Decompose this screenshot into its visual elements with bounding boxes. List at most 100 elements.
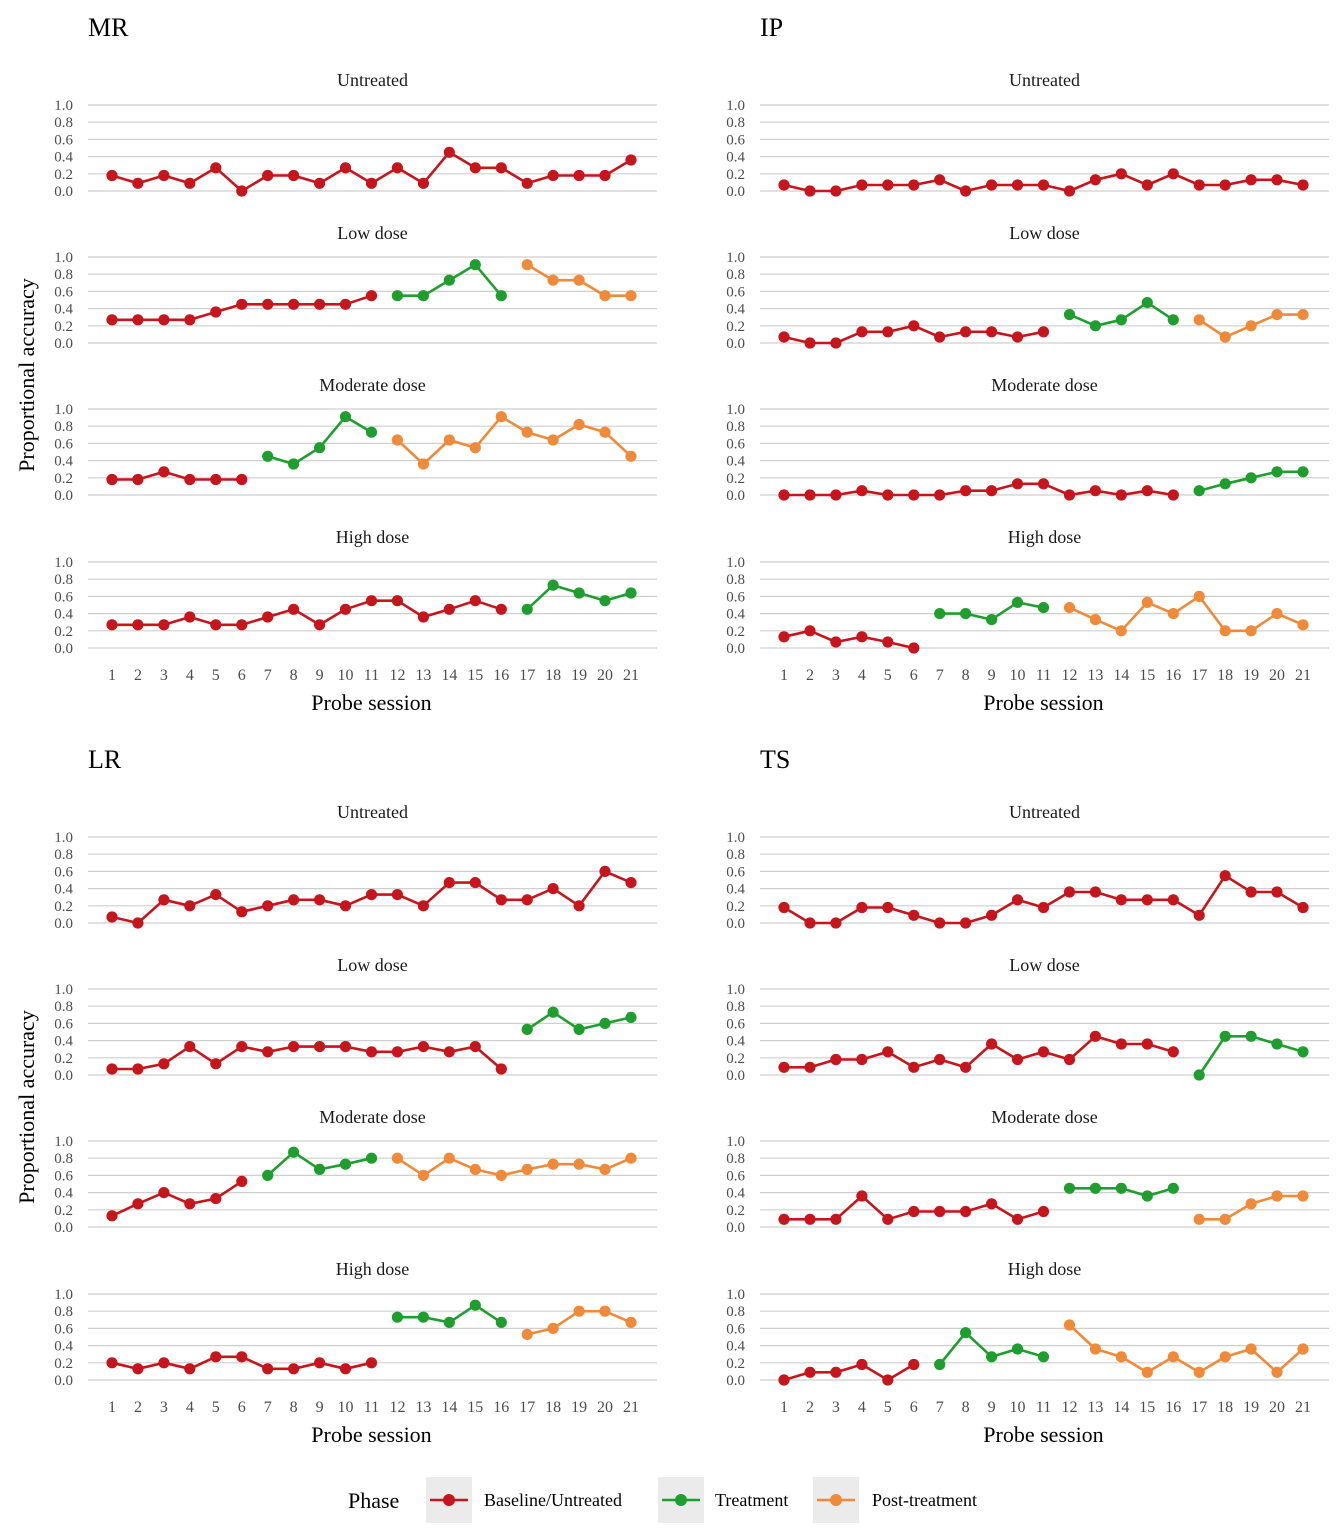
data-point (365, 426, 378, 438)
data-point (1063, 1182, 1076, 1194)
y-tick-label: 0.2 (726, 1356, 745, 1372)
series-treatment (521, 579, 637, 615)
y-tick-label: 0.6 (54, 284, 73, 300)
y-tick-label: 0.4 (54, 1339, 73, 1355)
x-tick-label: 16 (1165, 667, 1181, 684)
data-point (521, 426, 533, 438)
legend-entry-post-treatment: Post-treatment (813, 1477, 977, 1523)
data-point (158, 466, 170, 478)
data-point (1063, 886, 1076, 898)
y-tick-label: 0.8 (54, 1151, 73, 1167)
facet-low-dose: Low dose 1.00.80.6 0.40.20.0 (54, 223, 657, 352)
y-tick-label: 0.6 (726, 284, 745, 300)
data-point (1115, 1182, 1127, 1194)
y-tick-label: 1.0 (726, 555, 745, 571)
data-point (856, 179, 868, 191)
y-tick-label: 0.2 (726, 319, 745, 335)
data-point (882, 636, 894, 648)
y-axis-label: Proportional accuracy (14, 1010, 39, 1204)
participant-title: LR (88, 745, 122, 774)
data-point (882, 1213, 894, 1225)
y-tick-label: 0.2 (54, 319, 73, 335)
data-point (1141, 297, 1153, 309)
data-point (262, 1046, 274, 1058)
data-point (262, 298, 274, 310)
data-point (1141, 485, 1153, 497)
data-point (417, 290, 429, 302)
data-point (495, 894, 507, 906)
data-point (1037, 1046, 1050, 1058)
data-point (778, 631, 790, 643)
x-tick-label: 12 (389, 1399, 405, 1416)
x-tick-label: 1 (780, 1399, 788, 1416)
data-point (495, 1169, 507, 1181)
data-point (547, 434, 559, 446)
series-baseline-untreated (778, 168, 1309, 197)
facet-strip-label: Low dose (337, 223, 408, 243)
facet-strip-label: Untreated (1009, 70, 1080, 90)
data-point (288, 458, 300, 470)
facet-strip-label: Moderate dose (319, 375, 425, 395)
data-point (830, 636, 842, 648)
x-tick-label: 6 (910, 1399, 918, 1416)
y-tick-label: 0.0 (726, 1068, 745, 1084)
facet-strip-label: High dose (1008, 527, 1082, 547)
data-point (599, 169, 611, 182)
data-point (417, 1311, 429, 1323)
y-tick-label: 0.8 (726, 1304, 745, 1320)
data-point (804, 185, 816, 197)
data-point (1037, 901, 1050, 914)
data-point (1271, 886, 1283, 898)
data-point (573, 418, 585, 431)
data-point (934, 917, 946, 929)
facet-moderate-dose: Moderate dose 1.00.80.6 0.40.20.0 (54, 1107, 657, 1236)
data-point (1271, 174, 1283, 186)
data-point (391, 889, 403, 901)
data-point (625, 877, 637, 889)
series-treatment (262, 1146, 378, 1181)
data-point (599, 595, 611, 607)
x-tick-label: 9 (316, 1399, 324, 1416)
data-point (1297, 179, 1309, 191)
data-point (288, 169, 300, 182)
data-point (1089, 1343, 1101, 1355)
data-point (314, 894, 326, 906)
data-point (132, 619, 144, 631)
series-line (396, 1156, 632, 1177)
data-point (391, 434, 403, 446)
series-treatment (521, 1006, 637, 1035)
y-tick-label: 0.8 (54, 267, 73, 283)
y-tick-label: 0.6 (726, 589, 745, 605)
data-point (1245, 625, 1257, 637)
data-point (314, 177, 326, 189)
data-point (1245, 472, 1257, 484)
data-point (934, 1053, 946, 1066)
y-tick-label: 0.4 (726, 607, 745, 623)
facet-low-dose: Low dose 1.00.80.6 0.40.20.0 (726, 223, 1329, 352)
y-tick-label: 0.2 (54, 1356, 73, 1372)
data-point (1011, 331, 1024, 343)
x-tick-label: 20 (1269, 667, 1285, 684)
data-point (1297, 1046, 1309, 1058)
data-point (1167, 314, 1179, 326)
x-tick-label: 15 (1139, 1399, 1155, 1416)
data-point (778, 179, 790, 191)
data-point (804, 1213, 816, 1225)
data-point (365, 1046, 378, 1058)
data-point (339, 162, 352, 174)
facet-low-dose: Low dose 1.00.80.6 0.40.20.0 (54, 955, 657, 1084)
y-tick-label: 0.2 (726, 899, 745, 915)
x-tick-label: 5 (212, 1399, 220, 1416)
data-point (495, 290, 507, 302)
data-point (339, 298, 352, 310)
data-point (1271, 1366, 1283, 1378)
data-point (1297, 466, 1309, 478)
data-point (521, 177, 533, 189)
series-post-treatment (1063, 590, 1309, 637)
data-point (778, 331, 790, 343)
data-point (908, 642, 920, 654)
data-point (184, 314, 196, 326)
data-point (184, 473, 196, 486)
x-tick-label: 10 (1010, 1399, 1026, 1416)
x-tick-label: 19 (571, 667, 587, 684)
